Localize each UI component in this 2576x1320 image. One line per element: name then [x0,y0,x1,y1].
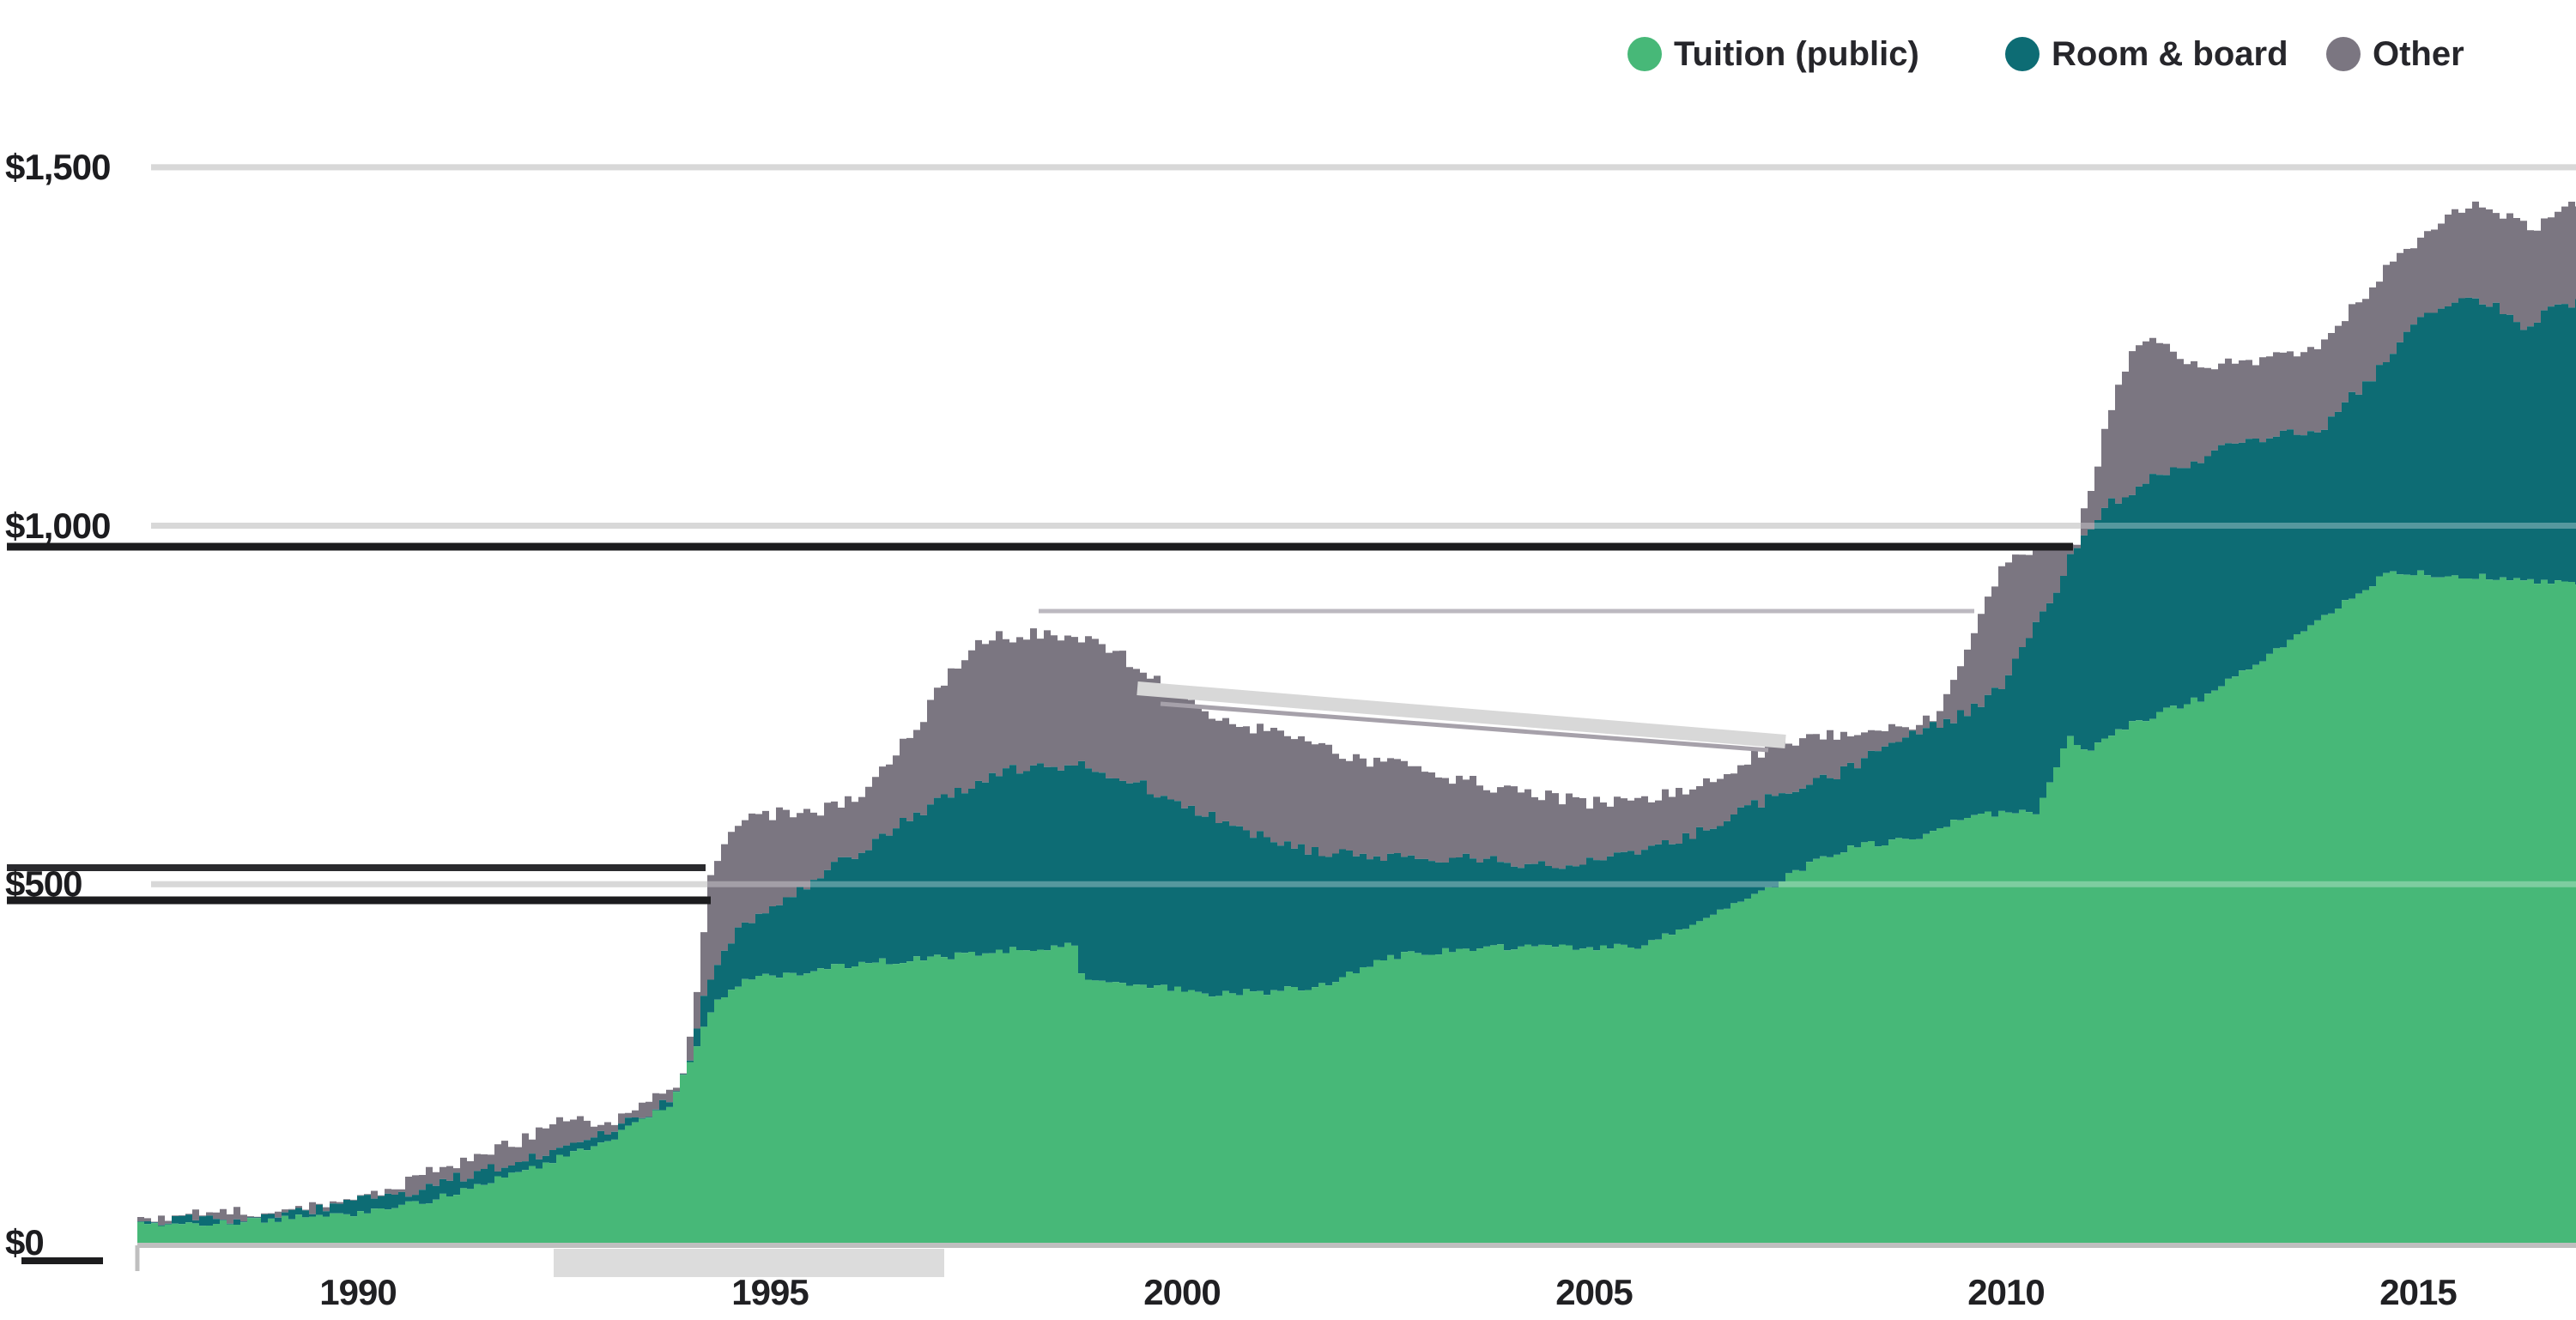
x-axis-label-1995: 1995 [731,1272,809,1312]
legend-dot-teal-icon [2005,37,2040,71]
y-axis-label-0: $0 [5,1222,45,1262]
chart-legend: Tuition (public) Room & board Other [0,34,2576,76]
x-axis-label-2005: 2005 [1555,1272,1633,1312]
series-green-area [137,570,2576,1243]
legend-item-series-gray[interactable]: Other [2326,34,2464,74]
x-axis-label-2015: 2015 [2379,1272,2457,1312]
legend-dot-gray-icon [2326,37,2361,71]
x-axis-label-1990: 1990 [319,1272,397,1312]
x-axis-label-2010: 2010 [1967,1272,2045,1312]
recovery-band [1136,681,1786,748]
legend-label: Room & board [2052,35,2288,73]
x-axis-label-2000: 2000 [1143,1272,1221,1312]
legend-dot-green-icon [1627,37,1662,71]
y-axis-label-1500: $1,500 [5,147,111,187]
y-axis-label-1000: $1,000 [5,506,111,546]
x-axis-highlight-band [554,1249,944,1277]
recovery-line [1160,701,1769,753]
legend-item-series-teal[interactable]: Room & board [2005,34,2288,74]
legend-item-series-green[interactable]: Tuition (public) [1627,34,1919,74]
y-axis-label-500: $500 [5,863,82,904]
legend-label: Tuition (public) [1674,35,1919,73]
legend-label: Other [2373,35,2464,73]
